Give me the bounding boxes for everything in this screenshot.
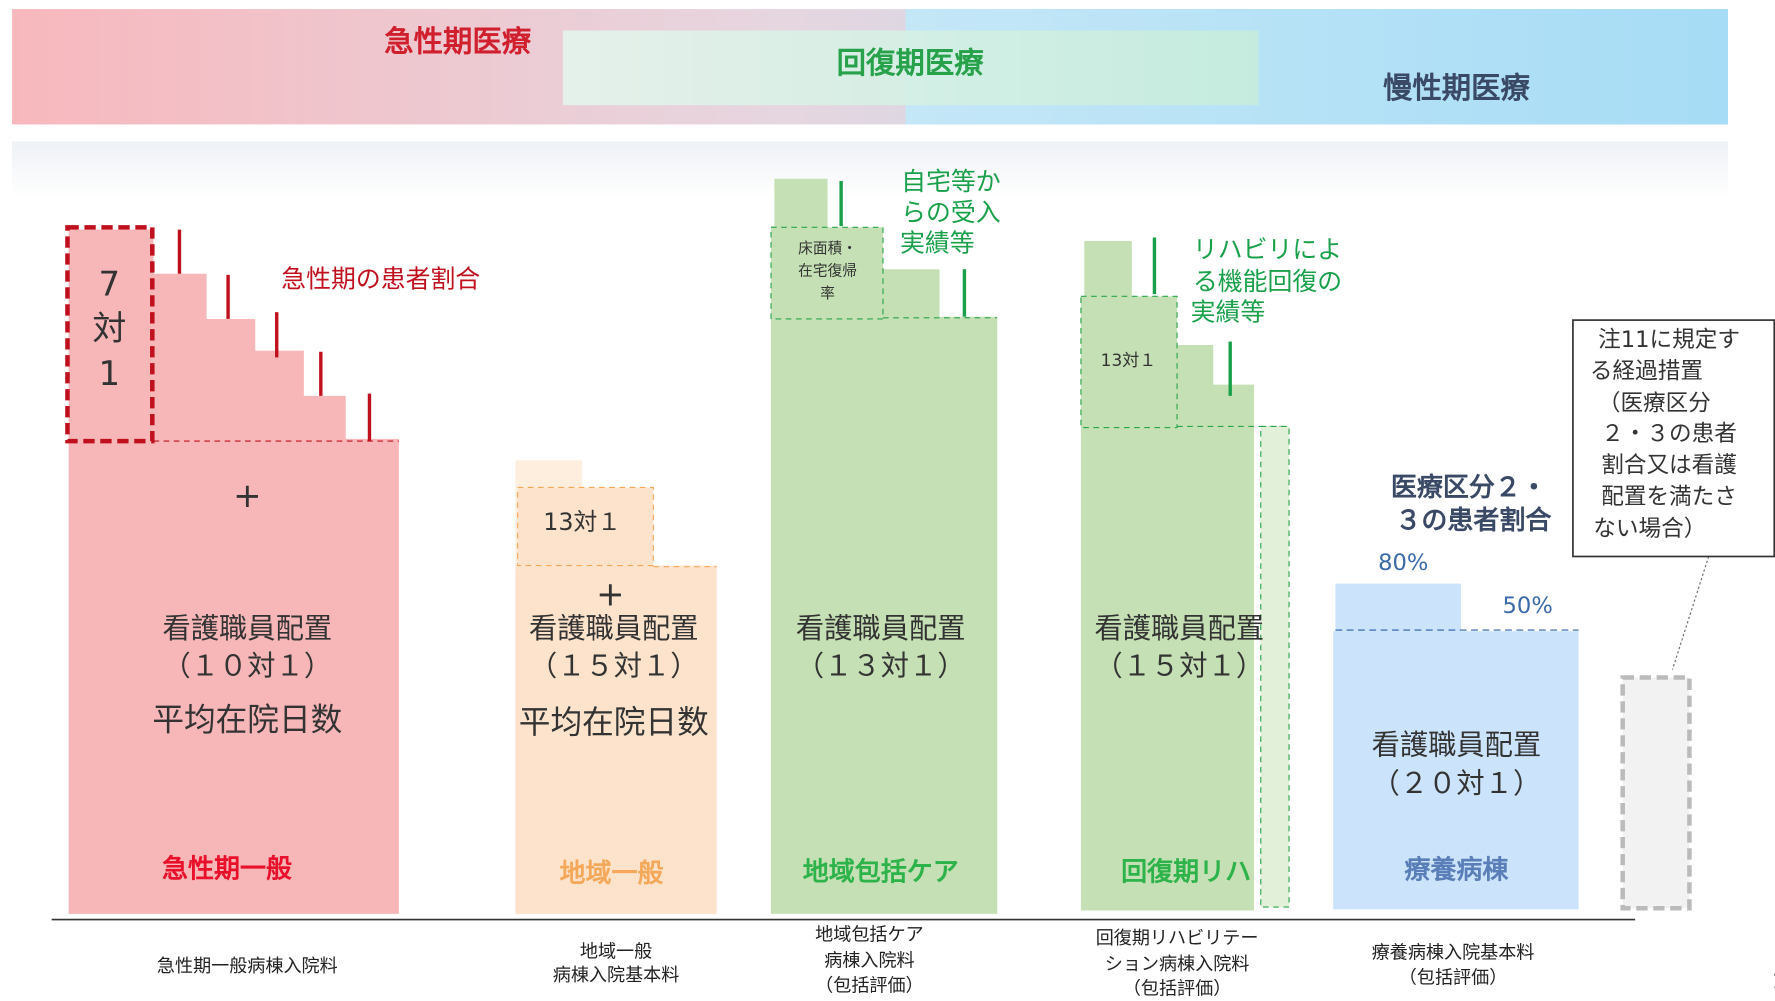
plus: + <box>596 576 624 615</box>
annotation: 医療区分２・ <box>1391 473 1547 503</box>
dashed-box <box>65 225 155 444</box>
box-text: 率 <box>820 285 835 302</box>
dashed-box <box>770 226 884 320</box>
staff: 看護職員配置 <box>1095 612 1265 645</box>
column-name: 急性期一般 <box>162 854 292 884</box>
footer: 地域一般 <box>580 941 652 962</box>
ratio: （１３対１） <box>796 649 966 682</box>
column: 7 対 1 急性期の患者割合 + 看護職員配置 （１０対１） 平均在院日数 急性… <box>65 225 480 977</box>
note-text: （医療区分 <box>1598 390 1711 416</box>
page-number: 1 <box>1772 969 1775 993</box>
band-label: 回復期医療 <box>837 46 985 80</box>
ratio: （２０対１） <box>1372 767 1542 800</box>
plus: + <box>233 477 261 516</box>
column: 床面積・ 在宅復帰 率 自宅等か らの受入 実績等 看護職員配置 （１３対１） … <box>770 167 1001 996</box>
column: 医療区分２・ ３の患者割合 80% 50% 看護職員配置 （２０対１） 療養病棟… <box>1333 473 1579 988</box>
annotation: ３の患者割合 <box>1395 505 1552 536</box>
connector <box>1671 556 1710 670</box>
column: 13対１ リハビリによ る機能回復の 実績等 看護職員配置 （１５対１） 回復期… <box>1080 235 1342 1000</box>
column: 13対１ + 看護職員配置 （１５対１） 平均在院日数 地域一般 地域一般 病棟… <box>515 460 717 986</box>
bar <box>770 178 998 914</box>
footer: 病棟入院基本料 <box>553 965 680 986</box>
thin-bar <box>1260 425 1290 908</box>
box-text: 対 <box>92 310 126 349</box>
bar <box>515 565 717 914</box>
arrows <box>1152 237 1232 396</box>
ratio: （１５対１） <box>529 649 699 682</box>
box-text: 在宅復帰 <box>798 261 857 279</box>
column-name: 回復期リハ <box>1121 857 1251 888</box>
footer: 回復期リハビリテー <box>1096 928 1259 949</box>
annotation: 実績等 <box>1191 297 1266 326</box>
note-text: ２・３の患者 <box>1601 421 1737 447</box>
arrows <box>839 180 967 317</box>
days: 平均在院日数 <box>152 703 342 739</box>
annotation: 自宅等か <box>901 167 1001 196</box>
footer: 病棟入院料 <box>824 950 914 971</box>
band-label: 慢性期医療 <box>1383 71 1531 105</box>
footer: （包括評価） <box>815 975 923 996</box>
box-text: 1 <box>99 355 121 394</box>
box-text: 床面積・ <box>798 240 857 257</box>
ratio: （１０対１） <box>163 649 333 682</box>
note-text: る経過措置 <box>1590 359 1703 385</box>
staff: 看護職員配置 <box>1372 729 1542 762</box>
footer: 急性期一般病棟入院料 <box>157 956 338 977</box>
band <box>12 141 1728 198</box>
note: 注11に規定す る経過措置 （医療区分 ２・３の患者 割合又は看護 配置を満たさ… <box>1572 319 1775 911</box>
ratio: （１５対１） <box>1095 649 1265 682</box>
note-text: 割合又は看護 <box>1601 453 1737 479</box>
staff: 看護職員配置 <box>796 612 966 645</box>
dashed-box <box>517 486 654 567</box>
level-label: 80% <box>1378 550 1428 576</box>
staff: 看護職員配置 <box>529 612 699 645</box>
note-text: 注11に規定す <box>1598 327 1740 353</box>
annotation: リハビリによ <box>1193 235 1342 264</box>
bar <box>1333 631 1579 910</box>
column-name: 地域一般 <box>560 859 664 889</box>
footer: 療養病棟入院基本料 <box>1372 942 1535 963</box>
annotation: 急性期の患者割合 <box>281 265 480 294</box>
annotation: る機能回復の <box>1193 267 1342 296</box>
box-text: 13対１ <box>543 508 621 536</box>
note-text: 配置を満たさ <box>1601 484 1737 510</box>
footer: （包括評価） <box>1123 979 1231 1000</box>
footer: （包括評価） <box>1399 967 1507 988</box>
arrows <box>177 229 372 442</box>
annotation: 実績等 <box>900 228 975 257</box>
annotation: らの受入 <box>901 198 1001 227</box>
band <box>562 30 1259 106</box>
footer: 地域包括ケア <box>815 924 923 945</box>
footer: ション病棟入院料 <box>1105 954 1250 975</box>
dashed-box <box>1080 295 1178 429</box>
level-label: 50% <box>1503 593 1553 619</box>
column-name: 地域包括ケア <box>803 857 959 888</box>
days: 平均在院日数 <box>519 705 709 741</box>
band-label: 急性期医療 <box>384 24 532 58</box>
box-text: 13対１ <box>1101 350 1156 370</box>
note-text: ない場合） <box>1593 516 1706 542</box>
dashed-box <box>1620 675 1692 911</box>
column-name: 療養病棟 <box>1404 855 1509 885</box>
bands: 急性期医療 回復期医療 慢性期医療 <box>12 9 1728 198</box>
note-box <box>1572 319 1775 558</box>
box-text: 7 <box>99 266 121 305</box>
staff: 看護職員配置 <box>163 612 333 645</box>
